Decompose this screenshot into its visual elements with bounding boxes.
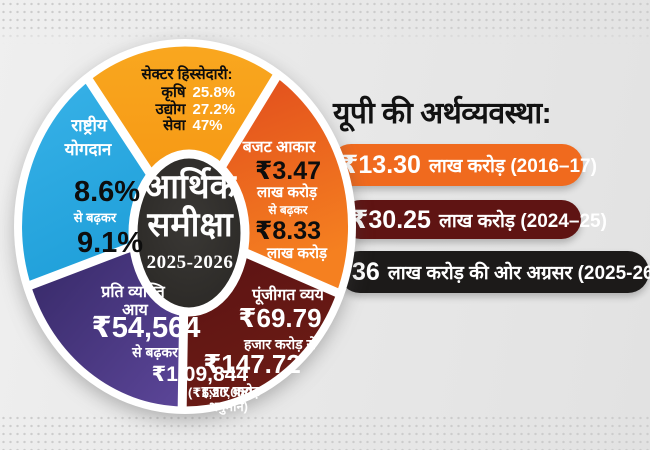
center-disc	[128, 149, 250, 317]
sector-share-wedge	[89, 46, 277, 227]
economy-bar-2025-26: 36 लाख करोड़ की ओर अग्रसर (2025-26)	[339, 251, 650, 293]
halftone-dots-bottom	[0, 414, 650, 450]
bar-label: लाख करोड़ (2024–25)	[438, 210, 607, 232]
bar-value: ₹13.30	[341, 151, 421, 179]
bar-value: 36	[352, 257, 380, 286]
bar-label: लाख करोड़ की ओर अग्रसर (2025-26)	[387, 263, 650, 284]
bar-value: ₹30.25	[351, 205, 431, 234]
economy-bar-2024-25: ₹30.25 लाख करोड़ (2024–25)	[341, 200, 607, 239]
halftone-dots-top	[0, 0, 650, 44]
page-title: यूपी की अर्थव्यवस्था:	[333, 97, 552, 130]
bar-label: लाख करोड़ (2016–17)	[428, 156, 597, 177]
economy-bar-2016-17: ₹13.30 लाख करोड़ (2016–17)	[330, 144, 597, 186]
economic-survey-wheel	[14, 39, 356, 414]
